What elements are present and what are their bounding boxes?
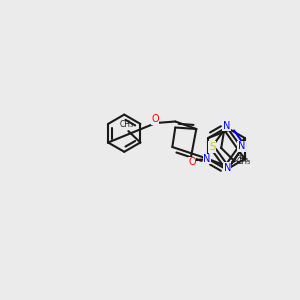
Text: S: S (209, 142, 215, 152)
Text: CH₃: CH₃ (120, 120, 134, 129)
Text: CH₃: CH₃ (236, 157, 250, 166)
Text: N: N (203, 154, 211, 164)
Text: O: O (188, 157, 196, 167)
Text: N: N (224, 163, 231, 173)
Text: CH₃: CH₃ (235, 155, 249, 164)
Text: N: N (223, 121, 230, 131)
Text: N: N (238, 141, 245, 151)
Text: O: O (151, 114, 159, 124)
